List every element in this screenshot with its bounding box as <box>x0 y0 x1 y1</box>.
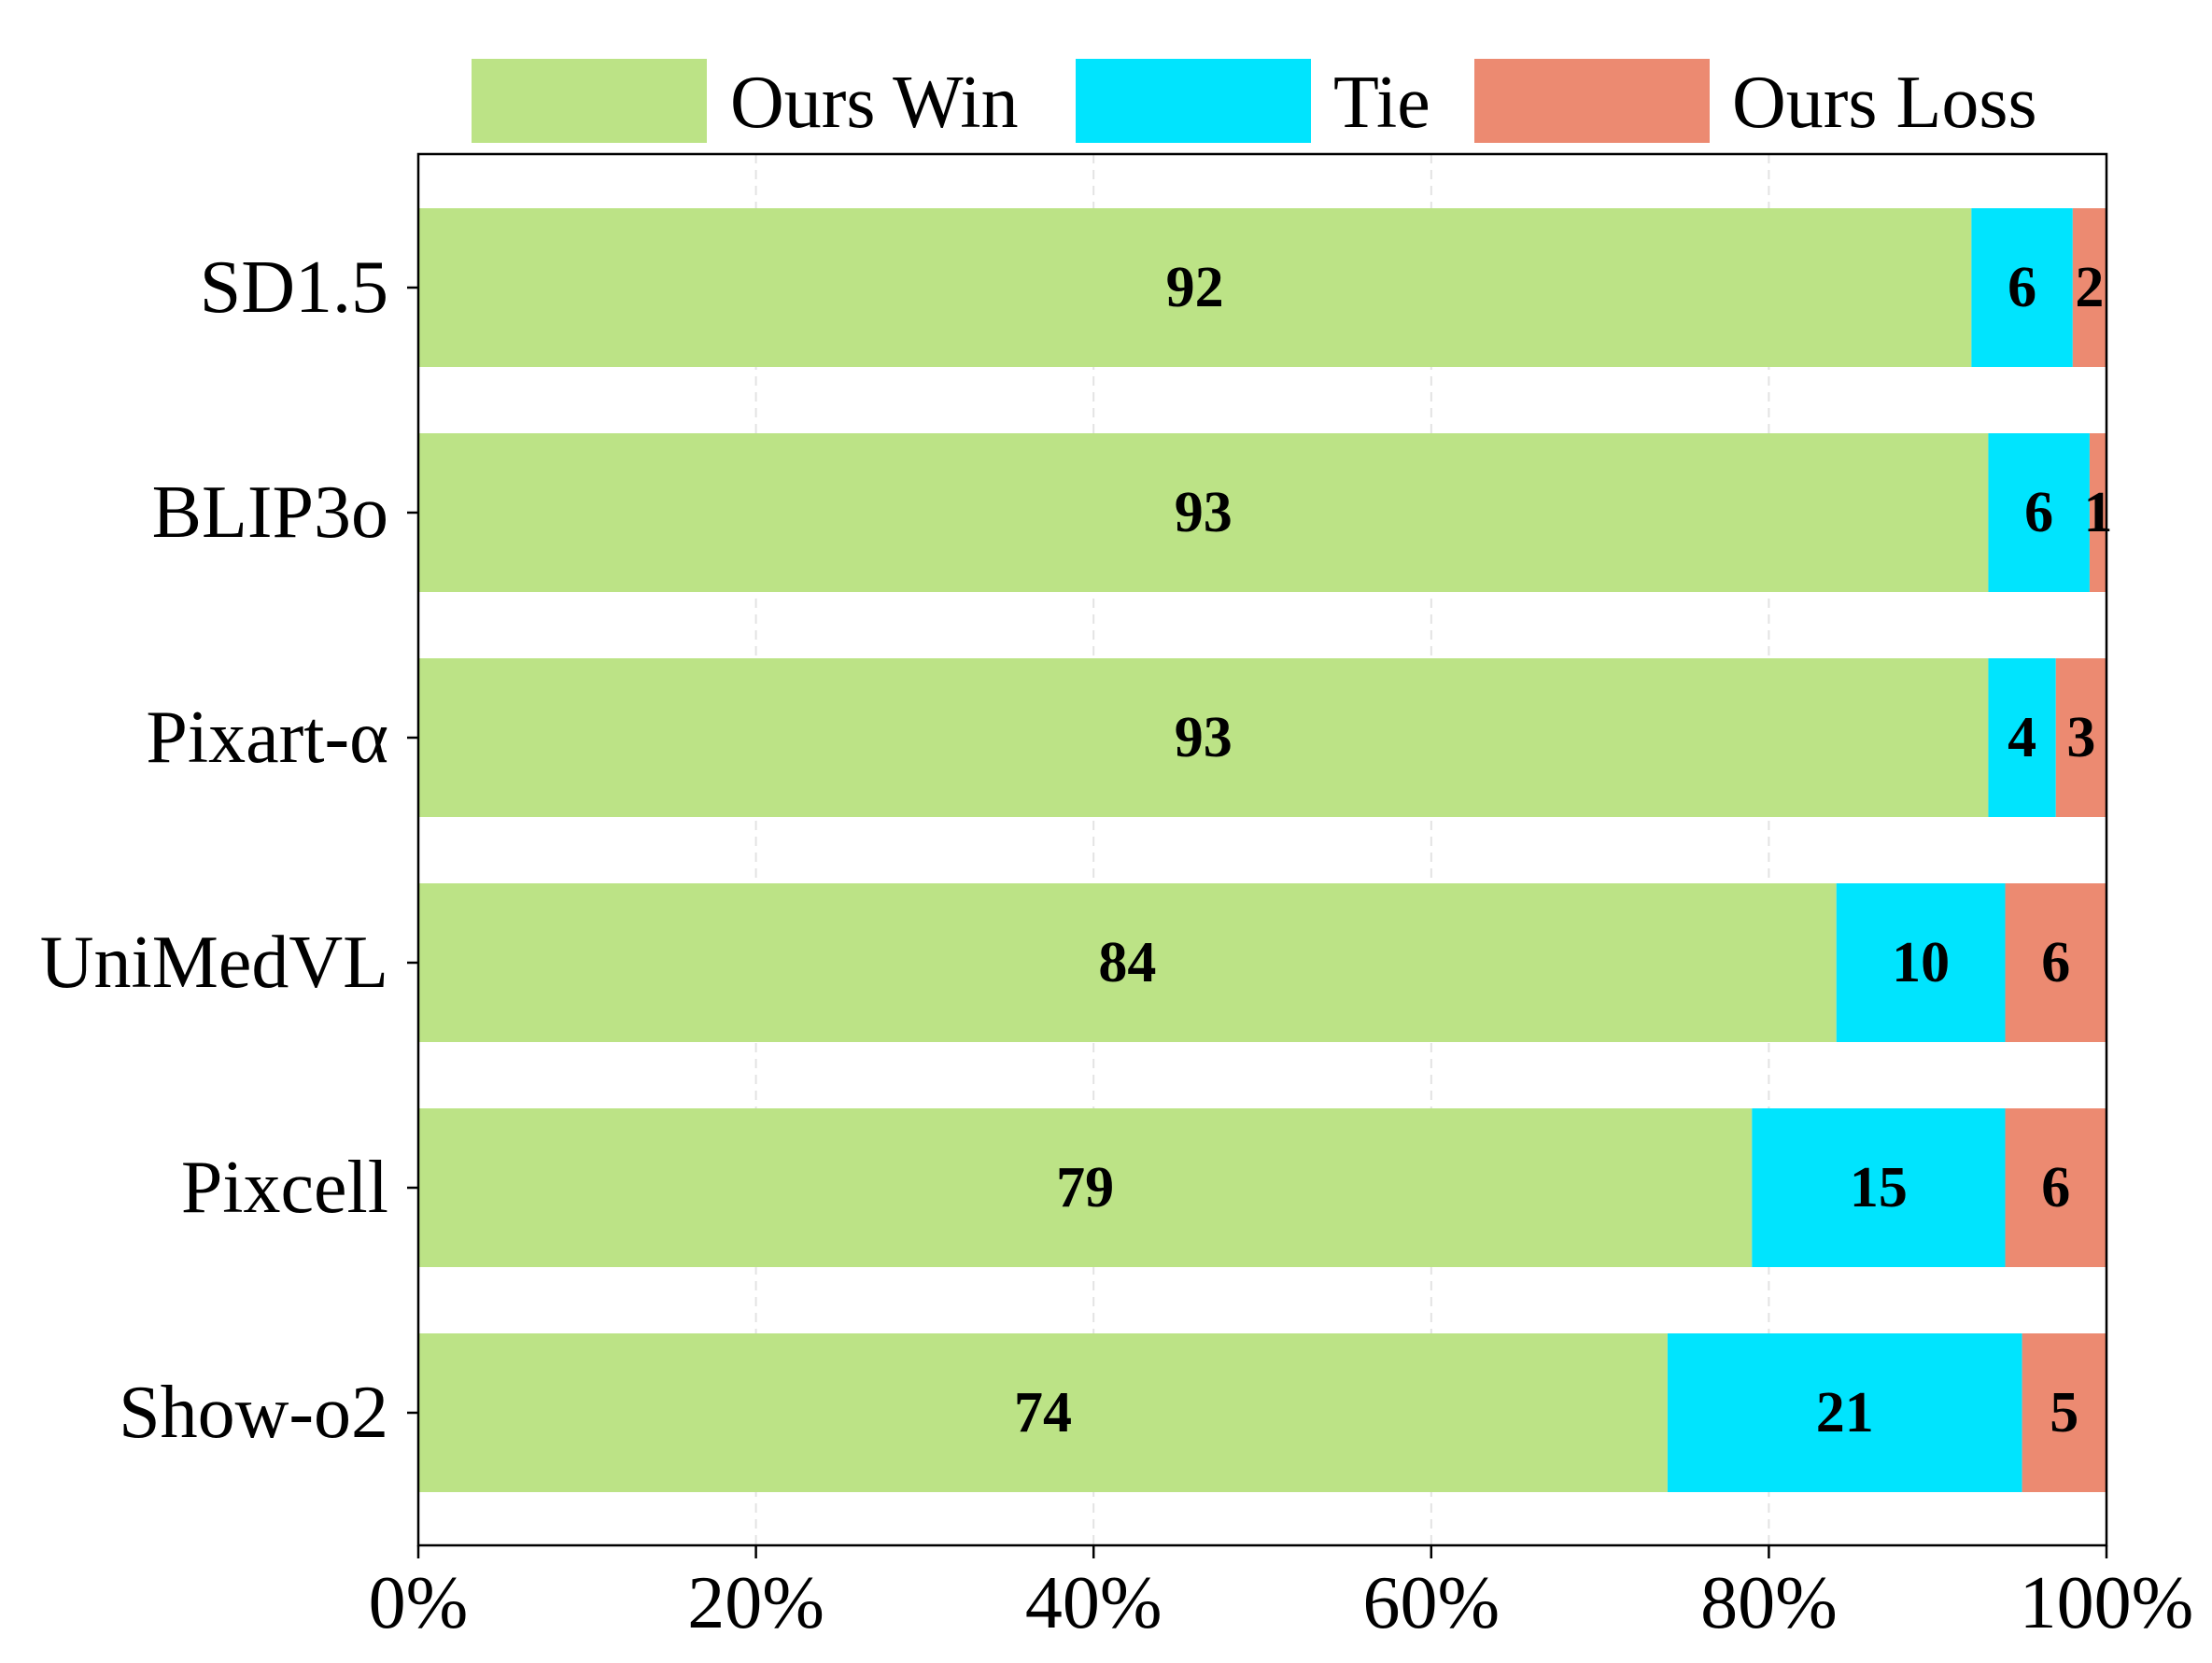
y-tick-label-blip3o: BLIP3o <box>152 472 388 554</box>
data-label-blip3o-tie: 6 <box>2024 481 2053 544</box>
bar-show-o2-tie <box>1667 1333 2022 1492</box>
data-label-pixcell-tie: 15 <box>1850 1156 1908 1219</box>
bar-pixcell-ours-win <box>418 1108 1753 1267</box>
bars <box>418 208 2106 1492</box>
bar-show-o2-ours-win <box>418 1333 1668 1492</box>
bar-pixart-ours-win <box>418 658 1989 817</box>
data-label-unimedvl-tie: 10 <box>1892 931 1950 994</box>
bar-pixart-ours-loss <box>2055 658 2106 817</box>
data-label-pixart-tie: 4 <box>2008 706 2036 769</box>
legend-swatch-ours-win <box>472 59 707 143</box>
legend-swatch-ours-loss <box>1474 59 1710 143</box>
x-tick-label-1: 20% <box>687 1562 824 1644</box>
data-label-sd1-5-tie: 6 <box>2008 256 2036 319</box>
plot-frame <box>416 152 2108 1547</box>
data-label-sd1-5-ours-win: 92 <box>1166 256 1224 319</box>
data-label-sd1-5-ours-loss: 2 <box>2075 256 2104 319</box>
bar-sd1-5-tie <box>1971 208 2073 367</box>
legend-label-ours-win: Ours Win <box>730 62 1019 144</box>
data-label-pixart-ours-loss: 3 <box>2066 706 2095 769</box>
data-label-pixart-ours-win: 93 <box>1175 706 1233 769</box>
x-tick-label-3: 60% <box>1362 1562 1500 1644</box>
legend-swatch-tie <box>1076 59 1311 143</box>
y-tick-label-show-o2: Show-o2 <box>119 1372 388 1454</box>
data-label-show-o2-tie: 21 <box>1816 1381 1874 1445</box>
bar-pixart-tie <box>1988 658 2056 817</box>
y-tick-label-pixcell: Pixcell <box>181 1147 388 1229</box>
data-label-show-o2-ours-win: 74 <box>1014 1381 1072 1445</box>
legend: Ours Win Tie Ours Loss <box>472 59 2037 144</box>
y-tick-label-sd1-5: SD1.5 <box>200 247 388 329</box>
bar-show-o2-ours-loss <box>2022 1333 2106 1492</box>
bar-blip3o-ours-loss <box>2089 433 2106 592</box>
bar-blip3o-tie <box>1988 433 2090 592</box>
bar-unimedvl-ours-loss <box>2005 883 2106 1042</box>
y-tick-label-pixart: Pixart-α <box>146 697 388 779</box>
data-label-unimedvl-ours-win: 84 <box>1098 931 1156 994</box>
data-label-pixcell-ours-loss: 6 <box>2041 1156 2070 1219</box>
bar-unimedvl-ours-win <box>418 883 1837 1042</box>
data-label-unimedvl-ours-loss: 6 <box>2041 931 2070 994</box>
bar-pixcell-ours-loss <box>2005 1108 2106 1267</box>
x-tick-label-2: 40% <box>1025 1562 1162 1644</box>
x-tick-label-5: 100% <box>2020 1562 2194 1644</box>
data-label-pixcell-ours-win: 79 <box>1056 1156 1114 1219</box>
legend-label-ours-loss: Ours Loss <box>1732 62 2037 144</box>
bar-pixcell-tie <box>1752 1108 2006 1267</box>
legend-label-tie: Tie <box>1333 62 1430 144</box>
bar-sd1-5-ours-win <box>418 208 1972 367</box>
bar-unimedvl-tie <box>1836 883 2006 1042</box>
data-labels: 92 6 293 6 193 4 384 10 679 15 674 21 5 <box>1014 256 2113 1445</box>
x-tick-label-0: 0% <box>369 1562 469 1644</box>
bar-sd1-5-ours-loss <box>2072 208 2106 367</box>
y-tick-label-unimedvl: UniMedVL <box>40 922 388 1004</box>
x-tick-label-4: 80% <box>1700 1562 1838 1644</box>
grid <box>754 154 1770 1545</box>
data-label-show-o2-ours-loss: 5 <box>2050 1381 2078 1445</box>
bar-blip3o-ours-win <box>418 433 1989 592</box>
data-label-blip3o-ours-loss: 1 <box>2083 481 2112 544</box>
data-label-blip3o-ours-win: 93 <box>1175 481 1233 544</box>
axes: SD1.5 BLIP3o Pixart-α UniMedVL Pixcell Show-o… <box>40 152 2194 1644</box>
